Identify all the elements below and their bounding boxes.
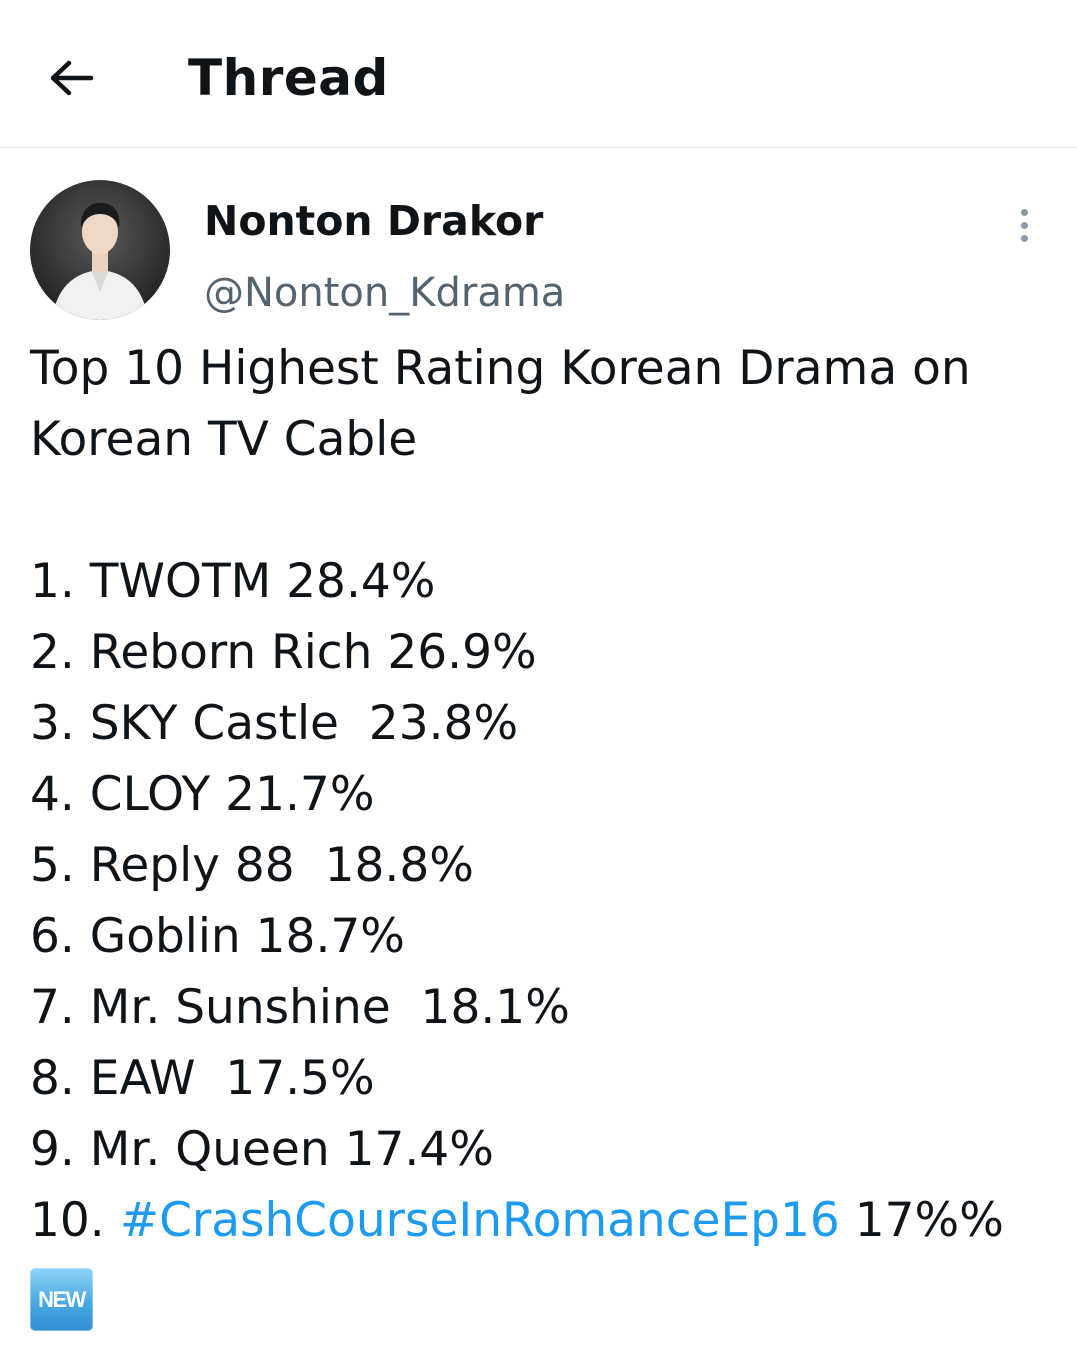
tweet-text: Top 10 Highest Rating Korean Drama on Ko… [30,333,1060,1331]
list-item-suffix: 17%% [839,1193,1004,1248]
page-title: Thread [188,49,389,107]
back-button[interactable] [44,50,100,106]
profile-photo [30,180,170,320]
hashtag-link[interactable]: #CrashCourseInRomanceEp16 [119,1193,840,1248]
vertical-dots-icon [1020,208,1028,216]
author-name[interactable]: Nonton Drakor [204,197,544,245]
list-item: 5. Reply 88 18.8% [30,838,474,893]
author-handle[interactable]: @Nonton_Kdrama [204,270,566,316]
list-item: 9. Mr. Queen 17.4% [30,1122,494,1177]
tweet-intro-line: Korean TV Cable [30,412,418,467]
vertical-dots-icon-dot [1020,234,1028,242]
list-item: 6. Goblin 18.7% [30,909,405,964]
list-item: 3. SKY Castle 23.8% [30,696,519,751]
list-item: 7. Mr. Sunshine 18.1% [30,980,570,1035]
tweet-intro-line: Top 10 Highest Rating Korean Drama on [30,341,971,396]
list-item: 2. Reborn Rich 26.9% [30,625,537,680]
list-item-last: 10. #CrashCourseInRomanceEp16 17%% [30,1185,1060,1256]
arrow-left-icon [50,60,94,96]
list-item-prefix: 10. [30,1193,120,1248]
blank-line [30,475,1060,546]
list-item: 8. EAW 17.5% [30,1051,375,1106]
thread-header: Thread [0,0,1077,148]
list-item: 1. TWOTM 28.4% [30,554,436,609]
vertical-dots-icon-dot [1020,221,1028,229]
more-options-button[interactable] [1004,200,1044,250]
new-badge-icon: NEW [30,1268,93,1331]
avatar[interactable] [30,180,170,320]
list-item: 4. CLOY 21.7% [30,767,375,822]
